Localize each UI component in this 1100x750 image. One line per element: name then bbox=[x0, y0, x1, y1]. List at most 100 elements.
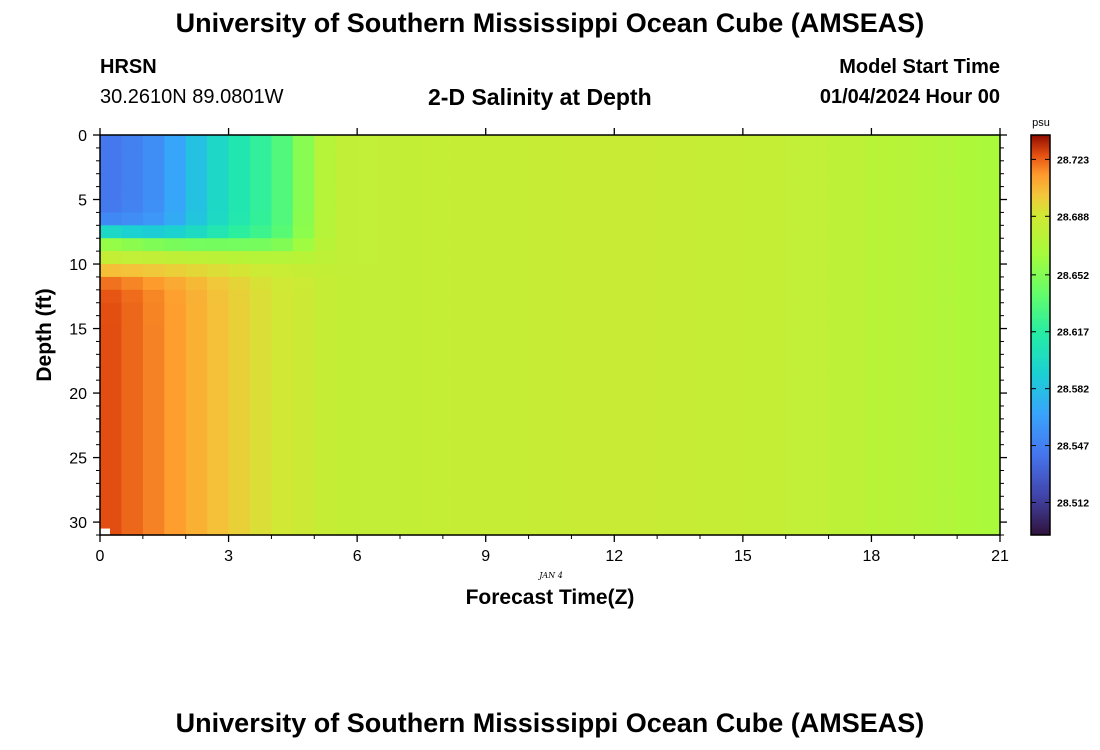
heatmap-cell bbox=[935, 493, 958, 536]
heatmap-cell bbox=[421, 186, 449, 201]
heatmap-cell bbox=[614, 264, 658, 278]
y-tick-label: 25 bbox=[69, 451, 87, 468]
heatmap-cell bbox=[228, 225, 251, 239]
heatmap-cell bbox=[978, 289, 1001, 304]
heatmap-cell bbox=[142, 147, 165, 162]
heatmap-cell bbox=[914, 199, 937, 214]
colorbar-tick-label: 28.723 bbox=[1057, 154, 1089, 166]
heatmap-cell bbox=[335, 289, 358, 304]
heatmap-cell bbox=[228, 147, 251, 162]
heatmap-cell bbox=[335, 493, 358, 536]
heatmap-cell bbox=[528, 325, 573, 372]
heatmap-cell bbox=[378, 276, 401, 291]
heatmap-cell bbox=[914, 135, 937, 149]
heatmap-cell bbox=[292, 431, 315, 494]
heatmap-cell bbox=[250, 251, 273, 265]
heatmap-cell bbox=[742, 238, 787, 252]
heatmap-cell bbox=[250, 302, 273, 326]
x-tick-label: 12 bbox=[605, 548, 623, 565]
heatmap-cell bbox=[957, 370, 980, 433]
heatmap-cell bbox=[978, 264, 1001, 278]
heatmap-cell bbox=[978, 431, 1001, 494]
heatmap-cell bbox=[978, 186, 1001, 201]
heatmap-cell bbox=[271, 431, 294, 494]
heatmap-cell bbox=[978, 251, 1001, 265]
heatmap-cell bbox=[892, 173, 915, 188]
heatmap-cell bbox=[121, 186, 144, 201]
heatmap-cell bbox=[207, 325, 230, 372]
heatmap-cell bbox=[357, 431, 380, 494]
heatmap-cell bbox=[978, 238, 1001, 252]
heatmap-cell bbox=[250, 199, 273, 214]
heatmap-cell bbox=[657, 276, 701, 291]
heatmap-cell bbox=[100, 135, 123, 149]
heatmap-cell bbox=[121, 251, 144, 265]
heatmap-cell bbox=[335, 199, 358, 214]
heatmap-cell bbox=[314, 325, 337, 372]
heatmap-cell bbox=[828, 493, 867, 536]
heatmap-cell bbox=[314, 370, 337, 433]
heatmap-cell bbox=[292, 135, 315, 149]
heatmap-cell bbox=[378, 493, 401, 536]
heatmap-cell bbox=[250, 160, 273, 175]
heatmap-cell bbox=[207, 251, 230, 265]
station-name: HRSN bbox=[100, 56, 157, 78]
heatmap-cell bbox=[957, 225, 980, 239]
heatmap-cell bbox=[935, 264, 958, 278]
heatmap-cell bbox=[292, 147, 315, 162]
heatmap-cell bbox=[700, 264, 744, 278]
heatmap-cell bbox=[400, 276, 423, 291]
heatmap-cell bbox=[571, 289, 615, 304]
heatmap-cell bbox=[700, 493, 744, 536]
heatmap-cell bbox=[978, 212, 1001, 226]
heatmap-cell bbox=[957, 186, 980, 201]
no-data-cell bbox=[100, 528, 110, 535]
heatmap-cell bbox=[228, 135, 251, 149]
heatmap-cell bbox=[957, 135, 980, 149]
heatmap-cell bbox=[271, 493, 294, 536]
heatmap-cell bbox=[142, 135, 165, 149]
heatmap-cell bbox=[485, 431, 530, 494]
heatmap-cell bbox=[785, 147, 830, 162]
heatmap-cell bbox=[378, 302, 401, 326]
heatmap-cell bbox=[271, 289, 294, 304]
heatmap-cell bbox=[335, 212, 358, 226]
model-start-value: 01/04/2024 Hour 00 bbox=[819, 86, 1000, 108]
heatmap-cell bbox=[914, 212, 937, 226]
heatmap-cell bbox=[250, 370, 273, 433]
heatmap-cell bbox=[121, 493, 144, 536]
heatmap-cell bbox=[914, 147, 937, 162]
heatmap-cell bbox=[185, 493, 208, 536]
heatmap-cell bbox=[892, 264, 915, 278]
heatmap-cell bbox=[448, 160, 487, 175]
footer-title: University of Southern Mississippi Ocean… bbox=[175, 708, 925, 738]
heatmap-cell bbox=[250, 276, 273, 291]
heatmap-cell bbox=[828, 160, 867, 175]
heatmap-cell bbox=[421, 289, 449, 304]
heatmap-cell bbox=[271, 225, 294, 239]
heatmap-cell bbox=[292, 370, 315, 433]
heatmap-cell bbox=[914, 186, 937, 201]
heatmap-cell bbox=[421, 264, 449, 278]
heatmap-cell bbox=[207, 212, 230, 226]
heatmap-cell bbox=[250, 493, 273, 536]
heatmap-cell bbox=[314, 493, 337, 536]
heatmap-cell bbox=[866, 147, 894, 162]
heatmap-cell bbox=[335, 276, 358, 291]
y-axis-label: Depth (ft) bbox=[33, 288, 56, 381]
heatmap-cell bbox=[164, 370, 187, 433]
heatmap-cell bbox=[314, 199, 337, 214]
heatmap-cell bbox=[785, 225, 830, 239]
heatmap-cell bbox=[571, 212, 615, 226]
heatmap-cell bbox=[378, 238, 401, 252]
heatmap-cell bbox=[785, 251, 830, 265]
heatmap-cell bbox=[935, 251, 958, 265]
y-tick-label: 15 bbox=[69, 322, 87, 339]
heatmap-cell bbox=[100, 225, 123, 239]
heatmap-cell bbox=[892, 186, 915, 201]
heatmap-cell bbox=[357, 264, 380, 278]
heatmap-cell bbox=[571, 186, 615, 201]
heatmap-cell bbox=[957, 147, 980, 162]
heatmap-cell bbox=[421, 160, 449, 175]
heatmap-cell bbox=[742, 212, 787, 226]
